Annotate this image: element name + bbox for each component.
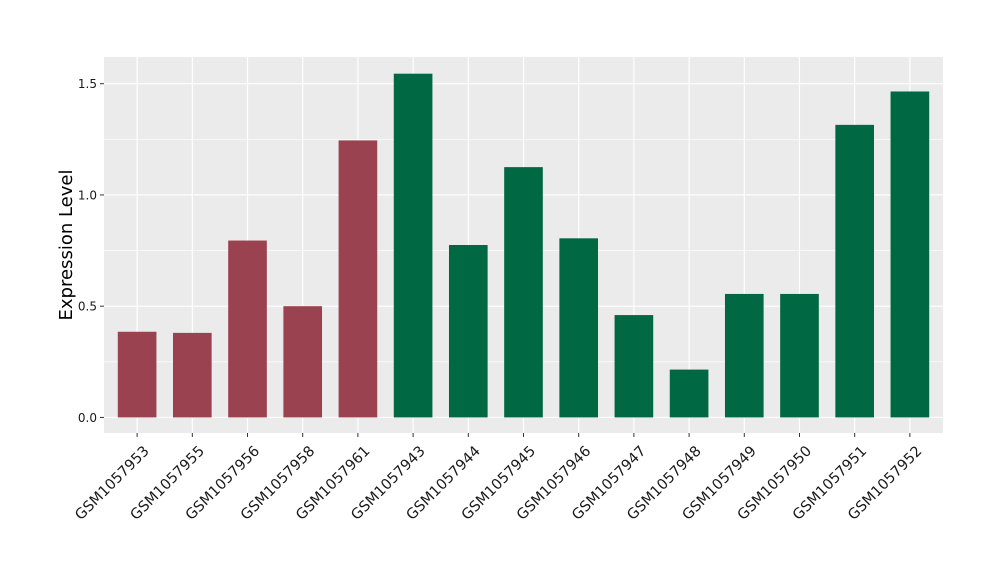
bar-GSM1057949 bbox=[724, 293, 764, 418]
bar-GSM1057944 bbox=[448, 245, 488, 418]
bar-GSM1057946 bbox=[559, 238, 599, 418]
bar-GSM1057953 bbox=[117, 331, 157, 418]
bar-GSM1057947 bbox=[614, 315, 654, 418]
bar-GSM1057943 bbox=[393, 73, 433, 418]
bars bbox=[117, 73, 930, 418]
y-axis: 0.0 0.5 1.0 1.5 bbox=[78, 77, 104, 425]
bar-GSM1057952 bbox=[890, 91, 930, 418]
y-tick-label: 1.5 bbox=[78, 77, 97, 91]
x-axis: GSM1057953GSM1057955GSM1057956GSM1057958… bbox=[72, 433, 925, 524]
y-tick-label: 1.0 bbox=[78, 188, 97, 202]
bar-GSM1057958 bbox=[283, 306, 323, 418]
y-tick-label: 0.5 bbox=[78, 300, 97, 314]
y-tick-label: 0.0 bbox=[78, 411, 97, 425]
bar-GSM1057945 bbox=[504, 167, 543, 418]
bar-GSM1057951 bbox=[835, 124, 875, 418]
bar-GSM1057961 bbox=[338, 140, 378, 418]
bar-GSM1057956 bbox=[228, 240, 267, 418]
bar-GSM1057955 bbox=[172, 332, 212, 418]
bar-GSM1057948 bbox=[669, 369, 709, 418]
bar-GSM1057950 bbox=[780, 293, 819, 418]
y-axis-title: Expression Level bbox=[56, 170, 77, 321]
